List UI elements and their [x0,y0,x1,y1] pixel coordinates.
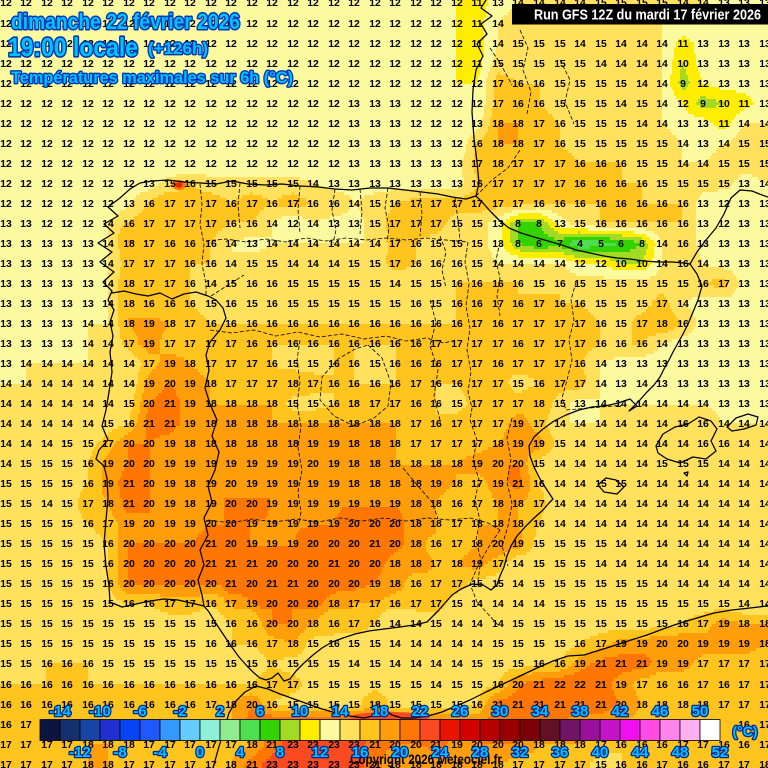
svg-text:30: 30 [492,703,509,720]
svg-text:34: 34 [532,703,549,720]
svg-text:19:00 locale: 19:00 locale [8,32,138,62]
svg-text:-10: -10 [89,703,111,720]
svg-text:-2: -2 [173,703,186,720]
svg-text:(+126h): (+126h) [148,39,208,58]
svg-text:50: 50 [692,703,709,720]
svg-text:Copyright 2026 Meteociel.fr: Copyright 2026 Meteociel.fr [350,751,502,767]
svg-text:16: 16 [352,744,369,761]
svg-text:Températures maximales sur 6h: Températures maximales sur 6h (°C) [11,68,293,87]
svg-text:46: 46 [652,703,669,720]
svg-text:0: 0 [196,744,204,761]
svg-text:2: 2 [216,703,224,720]
svg-text:dimanche 22 février 2026: dimanche 22 février 2026 [11,9,240,34]
svg-text:38: 38 [572,703,589,720]
svg-text:14: 14 [332,703,349,720]
svg-text:24: 24 [432,744,449,761]
svg-text:Run GFS 12Z du mardi 17 févrie: Run GFS 12Z du mardi 17 février 2026 [534,7,761,24]
svg-text:18: 18 [372,703,389,720]
svg-text:48: 48 [672,744,689,761]
svg-text:40: 40 [592,744,609,761]
svg-text:12: 12 [312,744,329,761]
svg-text:6: 6 [256,703,264,720]
svg-text:32: 32 [512,744,529,761]
svg-text:36: 36 [552,744,569,761]
svg-text:42: 42 [612,703,629,720]
svg-text:-6: -6 [133,703,146,720]
svg-text:(°C): (°C) [732,723,757,739]
svg-text:-12: -12 [69,744,91,761]
svg-text:-14: -14 [49,703,71,720]
svg-text:22: 22 [412,703,429,720]
svg-text:10: 10 [292,703,309,720]
svg-text:44: 44 [632,744,649,761]
svg-text:28: 28 [472,744,489,761]
svg-text:4: 4 [236,744,245,761]
svg-text:-4: -4 [153,744,167,761]
svg-text:-8: -8 [113,744,126,761]
svg-text:26: 26 [452,703,469,720]
svg-text:52: 52 [712,744,729,761]
svg-text:8: 8 [276,744,284,761]
svg-text:20: 20 [392,744,409,761]
